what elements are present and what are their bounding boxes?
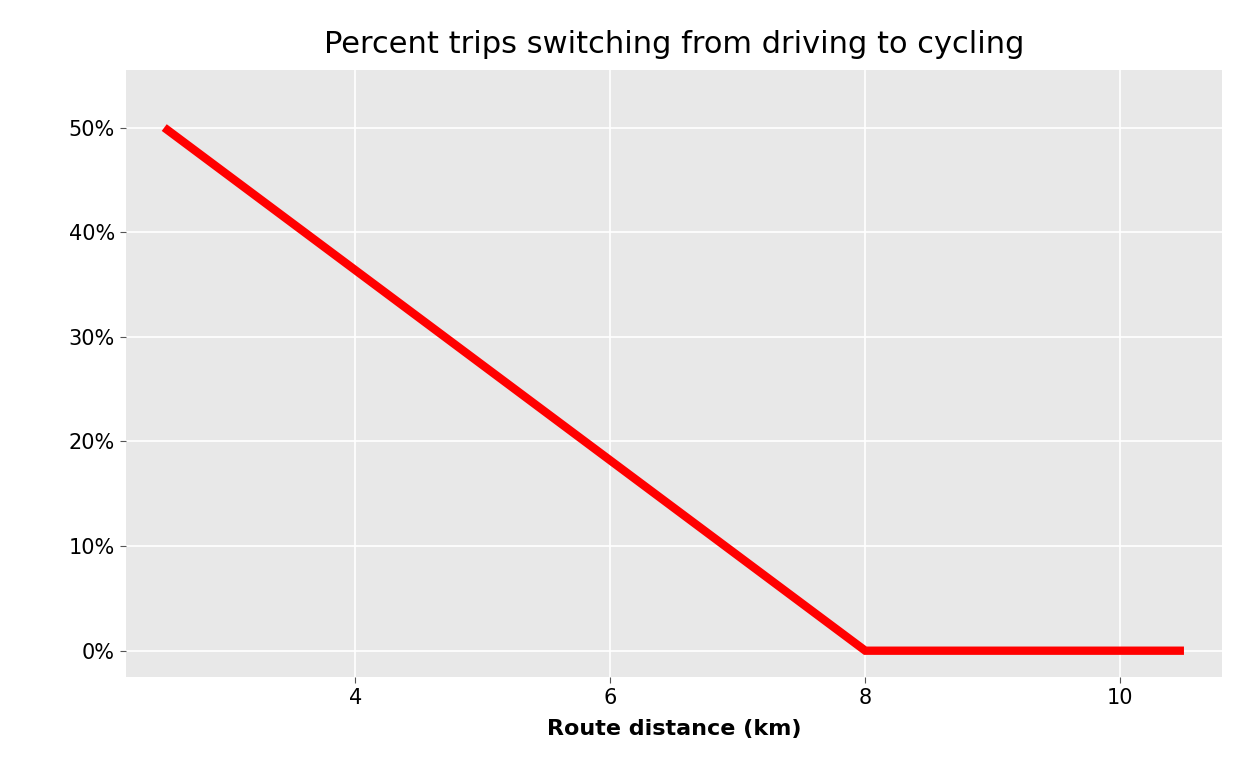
X-axis label: Route distance (km): Route distance (km) <box>547 719 801 739</box>
Title: Percent trips switching from driving to cycling: Percent trips switching from driving to … <box>324 30 1024 59</box>
